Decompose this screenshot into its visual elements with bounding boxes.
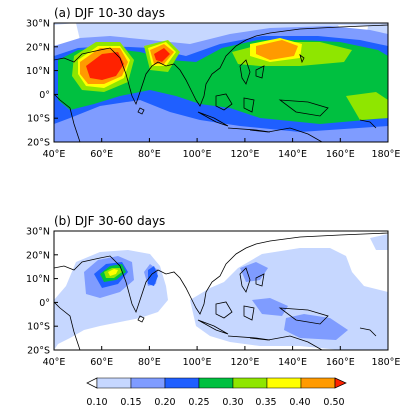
panel-b-coastline	[54, 232, 388, 350]
colorbar-swatch	[232, 377, 268, 389]
lat-label: 10°N	[26, 66, 50, 77]
lat-label: 20°N	[26, 250, 50, 261]
field-level-8	[86, 52, 124, 80]
lat-label: 10°N	[26, 274, 50, 285]
lon-label: 40°E	[43, 357, 66, 368]
panel-a-coastline	[54, 24, 388, 142]
colorbar-swatch	[266, 377, 302, 389]
colorbar-underflow	[86, 377, 98, 389]
colorbar-label: 0.30	[222, 397, 243, 408]
panel-a-ticks	[54, 22, 341, 143]
lon-label: 160°E	[326, 149, 355, 160]
panel-a-frame	[53, 22, 389, 143]
field-level-6	[108, 269, 118, 276]
panel-a-title: (a) DJF 10-30 days	[54, 6, 165, 20]
panel-b-ticks	[54, 230, 341, 351]
colorbar-swatches	[86, 377, 347, 389]
lon-label: 120°E	[230, 149, 259, 160]
lon-label: 100°E	[183, 149, 212, 160]
panel-b-frame	[53, 230, 389, 351]
colorbar-label: 0.15	[120, 397, 141, 408]
field-level-7	[256, 40, 298, 60]
panel-b-field	[54, 231, 388, 350]
lat-label: 20°S	[27, 346, 50, 357]
lat-label: 0°	[39, 90, 50, 101]
lon-label: 120°E	[230, 357, 259, 368]
field-level-2	[252, 298, 288, 316]
field-level-8	[154, 48, 170, 62]
colorbar-overflow	[334, 377, 347, 389]
colorbar: 0.10 0.15 0.20 0.25 0.30 0.35 0.40 0.50	[86, 377, 347, 408]
panel-a: (a) DJF 10-30 days	[26, 6, 400, 160]
lon-label: 140°E	[278, 149, 307, 160]
lon-label: 40°E	[43, 149, 66, 160]
lon-label: 80°E	[138, 357, 161, 368]
lat-label: 20°N	[26, 42, 50, 53]
panel-a-field	[54, 23, 388, 142]
colorbar-label: 0.10	[86, 397, 107, 408]
field-level-1	[370, 234, 388, 250]
lon-label: 160°E	[326, 357, 355, 368]
colorbar-swatch	[198, 377, 234, 389]
field-level-1	[54, 322, 76, 340]
lon-label: 60°E	[90, 149, 113, 160]
lon-label: 60°E	[90, 357, 113, 368]
colorbar-label: 0.40	[289, 397, 310, 408]
colorbar-swatch	[96, 377, 132, 389]
field-level-5	[346, 92, 388, 120]
panel-b-lat-labels: 30°N 20°N 10°N 0° 10°S 20°S	[26, 227, 50, 357]
lon-label: 140°E	[278, 357, 307, 368]
colorbar-swatch	[130, 377, 166, 389]
colorbar-swatch	[300, 377, 336, 389]
colorbar-swatch	[164, 377, 200, 389]
lon-label: 180°E	[372, 149, 401, 160]
colorbar-label: 0.35	[255, 397, 276, 408]
panel-a-lon-labels: 40°E 60°E 80°E 100°E 120°E 140°E 160°E 1…	[43, 149, 401, 160]
lat-label: 30°N	[26, 19, 50, 30]
panel-a-lat-labels: 30°N 20°N 10°N 0° 10°S 20°S	[26, 19, 50, 149]
panel-b: (b) DJF 30-60 days	[26, 214, 400, 368]
lat-label: 30°N	[26, 227, 50, 238]
lat-label: 20°S	[27, 138, 50, 149]
lat-label: 0°	[39, 298, 50, 309]
colorbar-label: 0.25	[188, 397, 209, 408]
field-level-2	[240, 262, 268, 282]
colorbar-labels: 0.10 0.15 0.20 0.25 0.30 0.35 0.40 0.50	[86, 397, 344, 408]
colorbar-label: 0.50	[323, 397, 344, 408]
field-level-3	[148, 266, 158, 286]
panel-b-lon-labels: 40°E 60°E 80°E 100°E 120°E 140°E 160°E 1…	[43, 357, 401, 368]
lon-label: 80°E	[138, 149, 161, 160]
panel-b-title: (b) DJF 30-60 days	[54, 214, 165, 228]
lat-label: 10°S	[27, 114, 50, 125]
lon-label: 100°E	[183, 357, 212, 368]
lon-label: 180°E	[372, 357, 401, 368]
colorbar-label: 0.20	[154, 397, 175, 408]
lat-label: 10°S	[27, 322, 50, 333]
field-level-1	[54, 250, 168, 350]
